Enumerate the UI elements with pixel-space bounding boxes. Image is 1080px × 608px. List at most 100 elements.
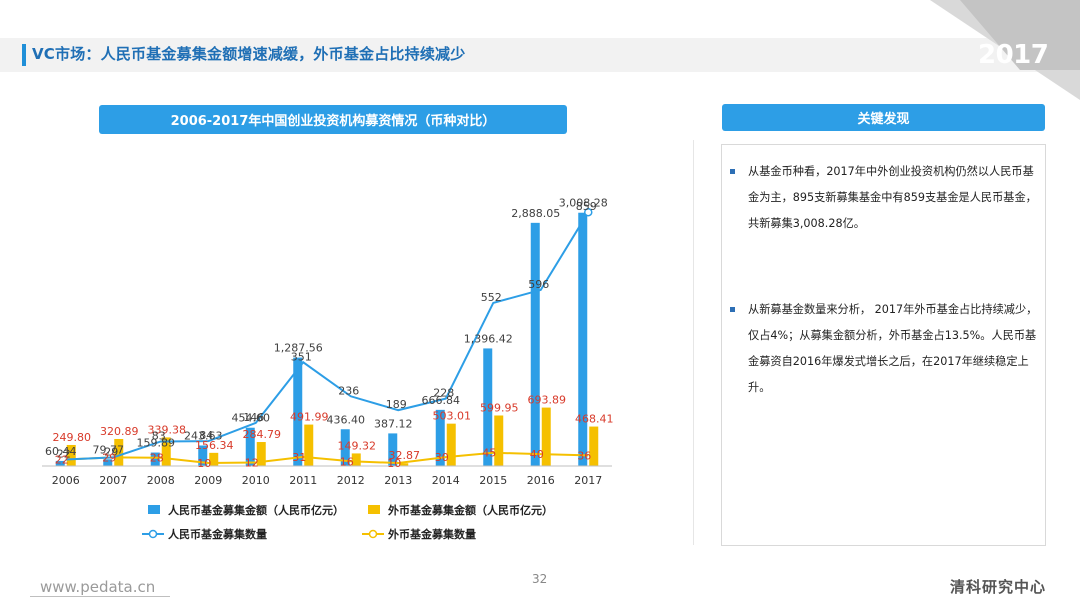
brand-logo: 清科研究中心: [950, 578, 1047, 596]
x-tick-label: 2012: [337, 474, 365, 487]
data-label-rmb-count: 228: [433, 387, 454, 400]
data-label-fx-amount: 156.34: [195, 439, 234, 452]
page-title: VC市场：人民币基金募集金额增速减缓，外币基金占比持续减少: [32, 45, 466, 63]
data-label-rmb-count: 22: [57, 448, 71, 461]
line-rmb-endpoint: [584, 207, 593, 217]
data-label-rmb-count: 29: [104, 445, 118, 458]
data-label-rmb-count: 552: [481, 291, 502, 304]
x-tick-label: 2010: [242, 474, 270, 487]
data-label-fx-count: 45: [482, 447, 496, 460]
x-tick-label: 2013: [384, 474, 412, 487]
x-tick-label: 2011: [289, 474, 317, 487]
data-label-rmb-amount: 454.60: [232, 412, 271, 425]
bullet-icon: [730, 307, 735, 312]
chart-canvas: 2006 2007 2008 2009 2010 2011 2012 2013 2014 2015…: [42, 197, 614, 541]
x-tick-label: 2009: [194, 474, 222, 487]
bar-rmb-2008: [150, 452, 160, 466]
x-tick-label: 2006: [52, 474, 80, 487]
divider: [693, 140, 694, 545]
legend-marker: [368, 529, 378, 539]
data-label-rmb-amount: 436.40: [327, 413, 366, 426]
page-number: 32: [532, 572, 548, 586]
legend-swatch: [148, 505, 160, 514]
data-label-fx-amount: 491.99: [290, 411, 329, 424]
bar-fx-2012: [351, 453, 361, 466]
data-label-rmb-amount: 1,396.42: [464, 332, 513, 345]
data-label-fx-count: 28: [150, 452, 164, 465]
bar-fx-2006: [66, 444, 76, 466]
corner-decoration: [930, 0, 1080, 100]
data-label-fx-count: 10: [387, 457, 401, 470]
finding-2-text: 从新募基金数量来分析， 2017年外币基金占比持续减少，仅占4%；从募集金额分析…: [748, 303, 1038, 394]
data-label-fx-amount: 599.95: [480, 401, 519, 414]
data-label-fx-count: 36: [577, 449, 591, 462]
data-label-fx-count: 22: [55, 454, 69, 467]
bar-rmb-2017: [578, 212, 588, 466]
x-tick-label: 2015: [479, 474, 507, 487]
bar-rmb-2016: [530, 222, 540, 466]
bar-fx-2007: [114, 438, 124, 466]
data-label-fx-count: 10: [197, 457, 211, 470]
bar-rmb-2010: [245, 427, 255, 466]
bar-rmb-2011: [293, 357, 303, 466]
data-label-rmb-amount: 387.12: [374, 417, 413, 430]
data-label-fx-amount: 320.89: [100, 425, 139, 438]
legend-marker: [148, 529, 158, 539]
data-label-rmb-amount: 666.84: [422, 394, 461, 407]
data-label-fx-count: 30: [435, 451, 449, 464]
data-label-fx-amount: 284.79: [243, 428, 282, 441]
legend-swatch: [368, 505, 380, 514]
legend-label: 人民币基金募集金额（人民币亿元）: [168, 503, 344, 517]
bar-fx-2014: [446, 423, 456, 466]
findings-box: 从基金币种看，2017年中外创业投资机构仍然以人民币基金为主，895支新募集基金…: [721, 144, 1046, 546]
bar-rmb-2014: [435, 409, 445, 466]
data-label-rmb-count: 84: [199, 429, 213, 442]
data-label-rmb-amount: 3,008.28: [559, 197, 608, 210]
data-label-fx-amount: 149.32: [338, 439, 377, 452]
data-label-rmb-count: 596: [528, 278, 549, 291]
data-label-fx-count: 40: [530, 448, 544, 461]
bar-rmb-2007: [103, 459, 113, 466]
chart-header: 2006-2017年中国创业投资机构募资情况（币种对比）: [99, 105, 567, 134]
data-label-rmb-count: 351: [291, 350, 312, 363]
bullet-icon: [730, 169, 735, 174]
title-accent-bar: [22, 44, 26, 66]
bar-fx-2011: [304, 424, 314, 466]
data-label-rmb-amount: 79.77: [93, 443, 125, 456]
bar-fx-2009: [209, 452, 219, 466]
data-label-fx-amount: 249.80: [53, 431, 92, 444]
data-label-fx-count: 12: [245, 456, 259, 469]
bar-fx-2017: [589, 426, 599, 466]
bar-fx-2008: [161, 437, 171, 466]
bar-fx-2016: [541, 407, 551, 466]
legend-label: 外币基金募集数量: [387, 527, 476, 541]
side-header: 关键发现: [722, 104, 1045, 131]
x-tick-label: 2008: [147, 474, 175, 487]
data-label-rmb-count: 859: [576, 200, 597, 213]
bar-rmb-2013: [388, 433, 398, 466]
legend-label: 人民币基金募集数量: [168, 527, 267, 541]
bar-rmb-2009: [198, 445, 208, 466]
data-label-fx-amount: 693.89: [528, 394, 567, 407]
bar-fx-2010: [256, 442, 266, 466]
x-tick-label: 2016: [527, 474, 555, 487]
data-label-rmb-count: 146: [243, 411, 264, 424]
data-label-rmb-amount: 243.63: [184, 429, 223, 442]
data-label-fx-count: 31: [292, 451, 306, 464]
data-label-fx-count: 16: [340, 455, 354, 468]
data-label-rmb-amount: 60.44: [45, 445, 77, 458]
title-band: [0, 38, 1080, 72]
data-label-fx-amount: 503.01: [433, 410, 472, 423]
data-label-rmb-amount: 2,888.05: [511, 207, 560, 220]
finding-2: 从新募基金数量来分析， 2017年外币基金占比持续减少，仅占4%；从募集金额分析…: [730, 297, 1040, 401]
data-label-fx-amount: 339.38: [148, 423, 187, 436]
data-label-fx-amount: 468.41: [575, 413, 614, 426]
bar-fx-2015: [494, 415, 504, 466]
data-label-rmb-amount: 1,287.56: [274, 342, 323, 355]
line-rmb-count: [65, 211, 590, 461]
bar-rmb-2012: [340, 429, 350, 466]
data-label-fx-count: 29: [102, 451, 116, 464]
line-fx-count: [65, 451, 589, 465]
data-label-fx-amount: 32.87: [389, 449, 421, 462]
x-tick-label: 2017: [574, 474, 602, 487]
